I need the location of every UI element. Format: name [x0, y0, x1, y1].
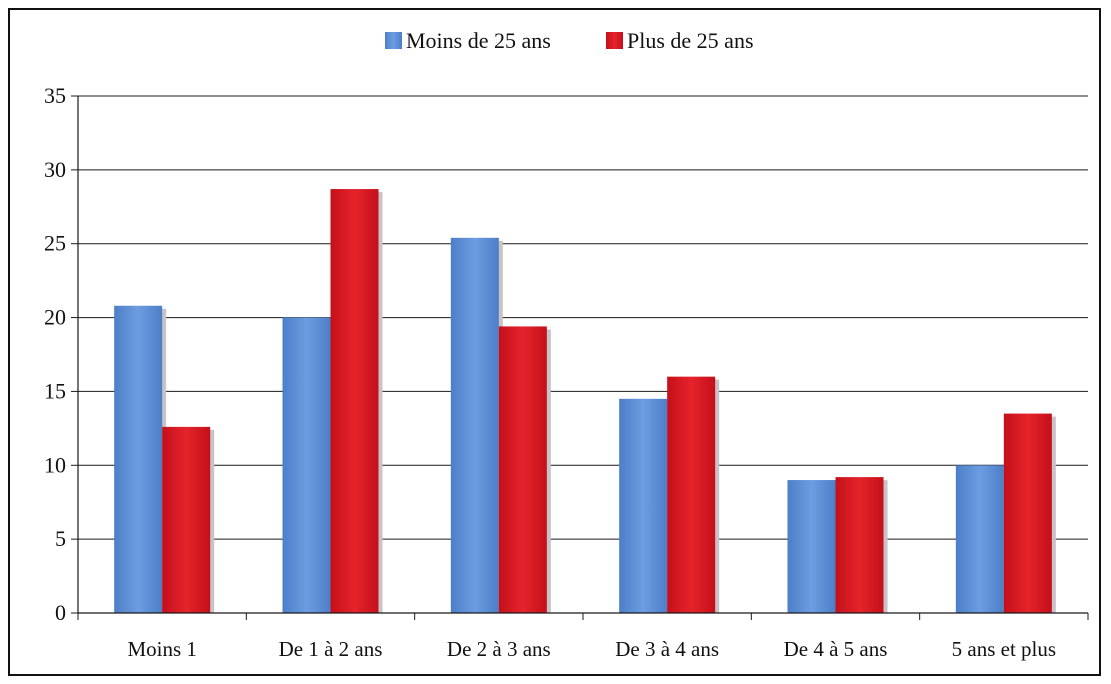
bar	[667, 376, 716, 613]
legend: Moins de 25 ans Plus de 25 ans	[385, 28, 754, 53]
y-tick-label: 10	[44, 452, 66, 477]
bar	[450, 237, 499, 613]
bar	[162, 426, 211, 613]
axes	[71, 95, 1089, 620]
bar	[498, 326, 547, 613]
y-tick-label: 35	[44, 83, 66, 108]
y-tick-labels: 0 5 10 15 20 25 30 35	[44, 83, 66, 625]
bar	[835, 477, 884, 613]
legend-label: Moins de 25 ans	[406, 28, 551, 53]
x-category-label: De 1 à 2 ans	[279, 637, 383, 661]
bar	[787, 480, 836, 613]
x-category-label: De 2 à 3 ans	[447, 637, 551, 661]
y-tick-label: 25	[44, 231, 66, 256]
y-tick-label: 30	[44, 157, 66, 182]
bar	[330, 189, 379, 613]
legend-swatch	[606, 32, 623, 49]
y-tick-label: 5	[55, 526, 66, 551]
bar	[955, 465, 1004, 613]
bars	[114, 189, 1056, 613]
bar	[619, 398, 668, 613]
bar	[114, 305, 163, 613]
legend-swatch	[385, 32, 402, 49]
bar	[282, 317, 331, 613]
x-category-label: Moins 1	[127, 637, 196, 661]
y-tick-label: 0	[55, 600, 66, 625]
x-category-label: 5 ans et plus	[952, 637, 1056, 661]
y-tick-label: 20	[44, 305, 66, 330]
x-category-label: De 4 à 5 ans	[784, 637, 888, 661]
y-tick-label: 15	[44, 378, 66, 403]
gridlines	[78, 95, 1088, 540]
x-category-label: De 3 à 4 ans	[615, 637, 719, 661]
bar	[1003, 413, 1052, 613]
x-category-labels: Moins 1 De 1 à 2 ans De 2 à 3 ans De 3 à 4 …	[127, 637, 1056, 661]
legend-label: Plus de 25 ans	[627, 28, 754, 53]
